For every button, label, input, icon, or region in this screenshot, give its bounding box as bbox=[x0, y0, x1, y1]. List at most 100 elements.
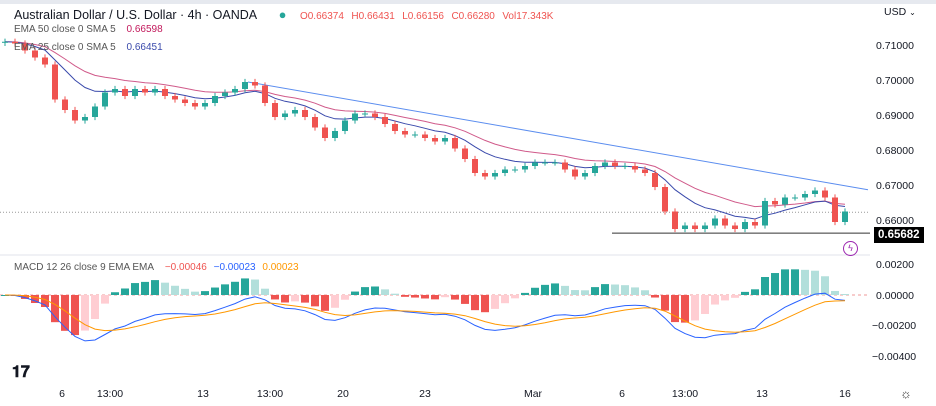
candle-body bbox=[672, 211, 678, 229]
macd-histogram-bar bbox=[551, 283, 559, 295]
candle-body bbox=[732, 225, 738, 229]
macd-histogram-bar bbox=[431, 295, 439, 300]
settings-gear-icon[interactable]: ☼ bbox=[900, 386, 912, 401]
macd-histogram-bar bbox=[111, 292, 119, 295]
macd-histogram-bar bbox=[471, 295, 479, 311]
macd-histogram-bar bbox=[481, 295, 489, 313]
candle-body bbox=[842, 211, 848, 222]
candle-body bbox=[382, 117, 388, 124]
macd-histogram-bar bbox=[101, 295, 109, 304]
candle-body bbox=[592, 166, 598, 173]
candle-body bbox=[352, 113, 358, 121]
macd-histogram-bar bbox=[241, 278, 249, 295]
candle-body bbox=[212, 96, 218, 103]
candle-body bbox=[642, 169, 648, 173]
candle-body bbox=[752, 222, 758, 226]
macd-histogram-bar bbox=[91, 295, 99, 320]
candle-body bbox=[132, 89, 138, 96]
last-price-tag: 0.65682 bbox=[874, 227, 924, 243]
top-bar bbox=[0, 0, 936, 4]
macd-histogram-bar bbox=[381, 289, 389, 295]
candle-body bbox=[522, 166, 528, 170]
macd-histogram-bar bbox=[331, 295, 339, 308]
macd-histogram-bar bbox=[171, 285, 179, 295]
macd-histogram-bar bbox=[561, 285, 569, 295]
macd-histogram-bar bbox=[831, 290, 839, 295]
macd-histogram-bar bbox=[721, 295, 729, 301]
candle-body bbox=[542, 162, 548, 164]
candle-body bbox=[582, 173, 588, 177]
candle-body bbox=[392, 124, 398, 131]
candle-body bbox=[772, 201, 778, 205]
candle-body bbox=[462, 148, 468, 159]
macd-histogram-bar bbox=[421, 295, 429, 299]
trendline bbox=[247, 81, 869, 191]
time-tick-label: 6 bbox=[619, 388, 625, 400]
macd-histogram-bar bbox=[791, 269, 799, 295]
candle-body bbox=[662, 187, 668, 212]
macd-signal-line bbox=[4, 294, 846, 333]
candle-body bbox=[532, 162, 538, 166]
candle-body bbox=[262, 85, 268, 103]
macd-histogram-bar bbox=[731, 295, 739, 298]
candle-body bbox=[242, 82, 248, 89]
macd-tick-label: 0.00200 bbox=[876, 259, 914, 271]
macd-histogram-bar bbox=[141, 281, 149, 295]
candle-body bbox=[442, 138, 448, 142]
candle-body bbox=[202, 103, 208, 107]
candle-body bbox=[372, 113, 378, 117]
candle-body bbox=[72, 110, 78, 121]
macd-histogram-bar bbox=[461, 295, 469, 304]
macd-histogram-bar bbox=[81, 295, 89, 331]
ema25-legend[interactable]: EMA 25 close 0 SMA 5 0.66451 bbox=[14, 42, 171, 53]
tradingview-logo[interactable]: 𝟏𝟕 bbox=[12, 364, 30, 381]
macd-histogram-bar bbox=[121, 288, 129, 295]
macd-histogram-bar bbox=[541, 284, 549, 295]
candle-body bbox=[692, 225, 698, 229]
macd-histogram-bar bbox=[151, 280, 159, 295]
price-tick-label: 0.66000 bbox=[876, 215, 914, 227]
ema50-legend[interactable]: EMA 50 close 0 SMA 5 0.66598 bbox=[14, 24, 171, 35]
chevron-down-icon: ⌄ bbox=[909, 8, 916, 17]
macd-histogram-bar bbox=[161, 282, 169, 295]
time-tick-label: 20 bbox=[337, 388, 349, 400]
ema50-value: 0.66598 bbox=[126, 24, 163, 35]
candle-body bbox=[2, 41, 8, 43]
price-tick-label: 0.71000 bbox=[876, 40, 914, 52]
ema50-label: EMA 50 close 0 SMA 5 bbox=[14, 24, 116, 35]
candle-body bbox=[292, 110, 298, 114]
ohlc-low: L0.66156 bbox=[402, 11, 444, 22]
macd-tick-label: −0.00200 bbox=[872, 320, 917, 332]
symbol-title[interactable]: Australian Dollar / U.S. Dollar · 4h · O… bbox=[14, 8, 258, 22]
candle-body bbox=[802, 194, 808, 198]
macd-histogram-bar bbox=[801, 269, 809, 295]
lightning-alert-icon[interactable]: ϟ bbox=[843, 241, 858, 256]
macd-histogram-bar bbox=[631, 287, 639, 295]
candle-body bbox=[122, 89, 128, 96]
macd-histogram-bar bbox=[671, 295, 679, 323]
candle-body bbox=[452, 138, 458, 149]
time-tick-label: 13:00 bbox=[96, 388, 124, 400]
candle-body bbox=[322, 127, 328, 138]
candle-body bbox=[32, 50, 38, 58]
candle-body bbox=[52, 64, 58, 100]
ema25-value: 0.66451 bbox=[126, 42, 163, 53]
candle-body bbox=[152, 89, 158, 93]
time-tick-label: 23 bbox=[419, 388, 431, 400]
time-tick-label: Mar bbox=[523, 388, 543, 400]
candle-body bbox=[562, 162, 568, 170]
macd-histogram-bar bbox=[501, 295, 509, 304]
candle-body bbox=[812, 190, 818, 194]
candle-body bbox=[112, 89, 118, 93]
macd-histogram-bar bbox=[521, 292, 529, 295]
macd-histogram-bar bbox=[231, 281, 239, 295]
macd-histogram-bar bbox=[261, 288, 269, 295]
macd-legend[interactable]: MACD 12 26 close 9 EMA EMA −0.00046 −0.0… bbox=[14, 262, 307, 273]
currency-label: USD bbox=[884, 6, 907, 18]
currency-selector[interactable]: USD ⌄ bbox=[884, 6, 916, 18]
time-tick-label: 13 bbox=[756, 388, 768, 400]
candle-body bbox=[12, 41, 18, 44]
macd-histogram-bar bbox=[441, 295, 449, 298]
